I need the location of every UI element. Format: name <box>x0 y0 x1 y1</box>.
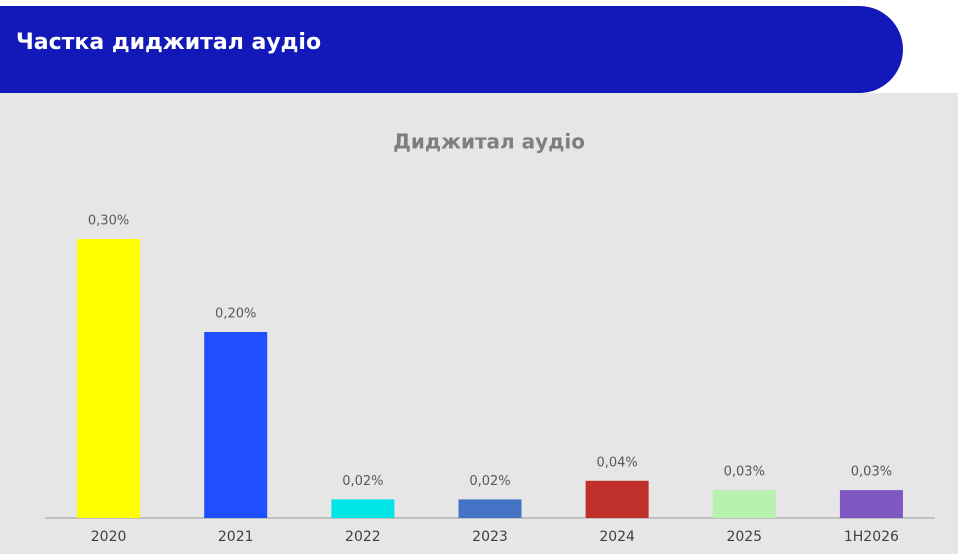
page-title: Частка диджитал аудіо <box>16 30 322 55</box>
bar <box>331 499 395 518</box>
value-label: 0,02% <box>469 474 510 489</box>
x-tick-label: 2025 <box>726 529 762 545</box>
x-tick-label: 2024 <box>599 529 635 545</box>
bar <box>585 480 649 518</box>
x-tick-label: 2021 <box>218 529 254 545</box>
value-label: 0,30% <box>88 214 129 229</box>
value-label: 0,20% <box>215 307 256 322</box>
value-label: 0,03% <box>851 465 892 480</box>
bar <box>712 490 776 518</box>
x-tick-label: 2022 <box>345 529 381 545</box>
bar <box>204 332 268 518</box>
x-tick-label: 2023 <box>472 529 508 545</box>
bar <box>458 499 522 518</box>
x-tick-label: 2020 <box>91 529 127 545</box>
bar <box>77 239 141 518</box>
chart-panel <box>0 93 958 554</box>
x-tick-label: 1H2026 <box>844 529 899 545</box>
chart-title: Диджитал аудіо <box>393 130 585 154</box>
value-label: 0,03% <box>724 465 765 480</box>
banner: Частка диджитал аудіо <box>0 6 903 93</box>
value-label: 0,02% <box>342 474 383 489</box>
bar <box>839 490 903 518</box>
value-label: 0,04% <box>596 455 637 470</box>
